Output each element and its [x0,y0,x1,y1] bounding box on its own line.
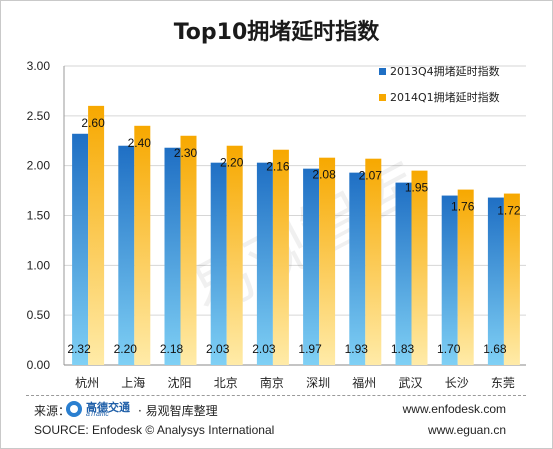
bar-2013q4 [349,172,366,365]
y-tick-label: 1.00 [27,258,51,272]
bar-2013q4 [72,133,89,365]
bar-2014q1 [365,158,382,365]
bar-2014q1 [319,157,336,365]
x-tick-label: 杭州 [75,375,99,390]
bar-2013q4 [395,182,412,365]
x-tick-label: 福州 [352,375,376,390]
data-label-2013q4: 1.68 [483,342,507,356]
atraffic-logo-icon [66,401,82,417]
y-tick-label: 3.00 [27,59,51,73]
footer-divider [26,395,526,396]
footer-source-label: 来源： [34,404,71,418]
x-tick-label: 东莞 [491,376,515,390]
data-label-2014q1: 2.07 [359,169,383,183]
bar-2013q4 [210,162,227,365]
data-label-2013q4: 1.97 [298,342,322,356]
data-label-2013q4: 2.18 [160,342,184,356]
data-label-2013q4: 2.03 [206,342,230,356]
x-tick-label: 深圳 [306,376,330,390]
data-label-2014q1: 1.95 [405,181,429,195]
bar-2014q1 [272,149,289,365]
footer-brand-gaode: 高德交通 [86,401,130,414]
chart-title: Top10拥堵延时指数 [173,20,380,45]
data-label-2013q4: 1.70 [437,342,461,356]
bar-2014q1 [88,105,105,365]
bar-2013q4 [441,195,458,365]
footer-brand-eguan: · 易观智库整理 [138,404,218,418]
bar-2014q1 [180,135,197,365]
bar-2014q1 [503,193,520,365]
x-tick-label: 上海 [121,375,145,390]
data-label-2014q1: 1.72 [497,204,521,218]
y-tick-label: 1.50 [27,209,51,223]
bar-2013q4 [256,162,273,365]
legend-label-2014q1: 2014Q1拥堵延时指数 [390,90,500,104]
bar-2014q1 [134,125,151,365]
data-label-2014q1: 2.08 [312,168,336,182]
x-tick-label: 沈阳 [167,375,191,390]
bar-2014q1 [457,189,474,365]
y-tick-label: 0.00 [27,358,51,372]
footer-brand-gaode-sub: aTraffic [86,411,109,418]
legend-label-2013q4: 2013Q4拥堵延时指数 [390,64,500,78]
bar-2013q4 [487,197,504,365]
data-label-2014q1: 2.30 [174,146,198,160]
bar-2013q4 [164,147,181,365]
x-tick-label: 长沙 [445,376,469,390]
x-tick-label: 武汉 [398,376,422,390]
y-tick-label: 0.50 [27,308,51,322]
bar-2014q1 [226,145,243,365]
data-label-2013q4: 2.32 [67,342,91,356]
legend-swatch-2013q4 [379,68,386,75]
y-tick-label: 2.00 [27,159,51,173]
footer-site-eguan[interactable]: www.eguan.cn [427,423,506,437]
footer-source-english: SOURCE: Enfodesk © Analysys Internationa… [34,423,275,437]
data-label-2014q1: 2.60 [81,116,105,130]
data-label-2013q4: 1.93 [345,342,369,356]
data-label-2014q1: 1.76 [451,200,475,214]
bar-2013q4 [118,145,135,365]
bar-2013q4 [303,168,320,365]
legend-swatch-2014q1 [379,94,386,101]
data-label-2013q4: 1.83 [391,342,415,356]
footer-site-enfodesk[interactable]: www.enfodesk.com [402,402,506,416]
x-tick-label: 南京 [260,375,284,390]
data-label-2014q1: 2.40 [128,136,152,150]
y-tick-label: 2.50 [27,109,51,123]
data-label-2014q1: 2.20 [220,156,244,170]
data-label-2013q4: 2.03 [252,342,276,356]
data-label-2014q1: 2.16 [266,160,290,174]
x-tick-label: 北京 [214,376,238,390]
data-label-2013q4: 2.20 [114,342,138,356]
bar-2014q1 [411,170,428,365]
